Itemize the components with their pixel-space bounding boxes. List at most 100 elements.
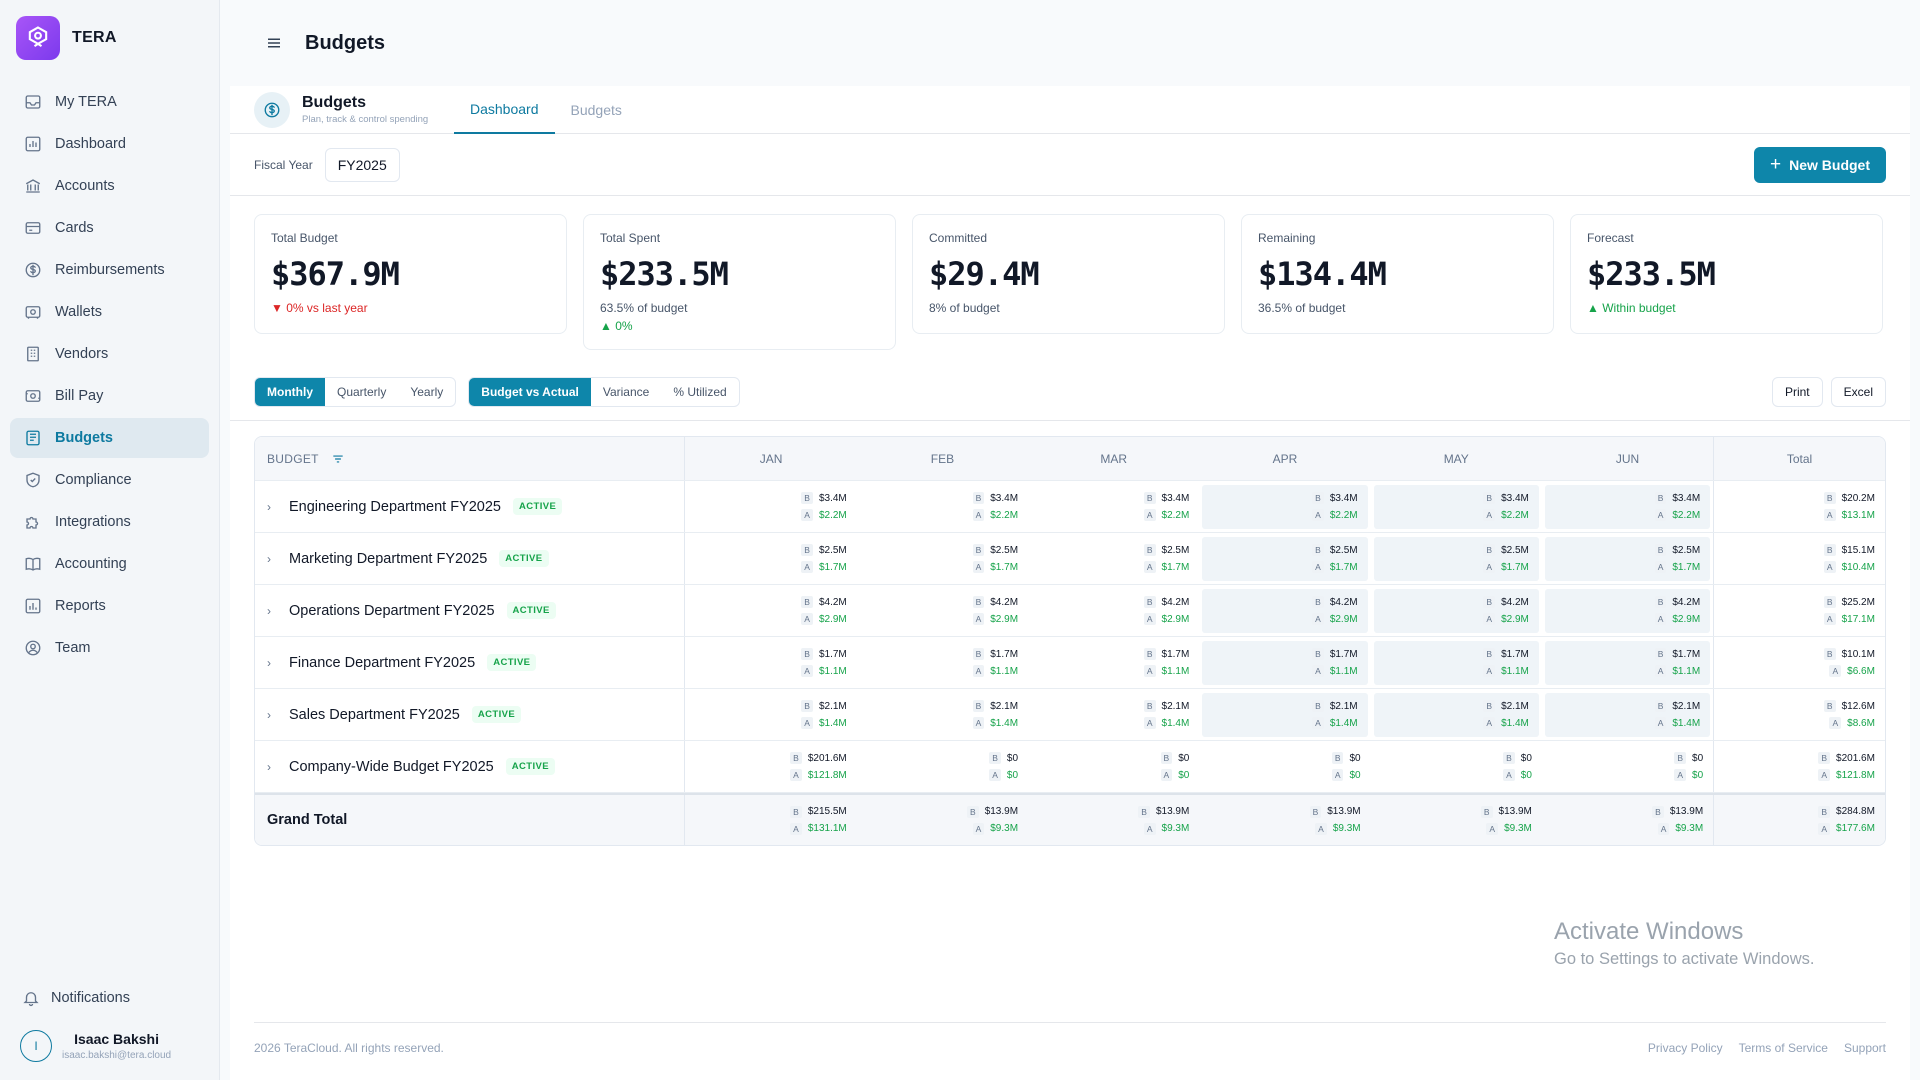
period-yearly[interactable]: Yearly <box>410 385 444 399</box>
inbox-icon <box>25 95 41 109</box>
budget-name: Engineering Department FY2025 <box>289 498 501 515</box>
support-link[interactable]: Support <box>1843 1040 1886 1055</box>
sidebar-item-reports[interactable]: Reports <box>10 586 209 626</box>
budget-value: $13.9M <box>1327 806 1361 817</box>
sidebar-item-wallets[interactable]: Wallets <box>10 292 209 332</box>
sidebar-item-reimbursements[interactable]: Reimbursements <box>10 250 209 290</box>
user-circle-icon <box>25 640 41 656</box>
sidebar-item-my-tera[interactable]: My TERA <box>10 82 209 122</box>
print-button[interactable]: Print <box>1771 377 1823 407</box>
budget-value-line: B $2.5M <box>1654 544 1700 556</box>
table-row[interactable]: › Finance Department FY2025 ACTIVE B $1.7M A $… <box>255 637 1885 689</box>
sidebar-item-compliance[interactable]: Compliance <box>10 460 209 500</box>
actual-value-line: A $0 <box>989 769 1018 781</box>
actual-value: $9.3M <box>1161 823 1190 834</box>
table-row[interactable]: › Sales Department FY2025 ACTIVE B $2.1M A $1.… <box>255 689 1885 741</box>
menu-icon[interactable] <box>265 34 283 52</box>
chevron-right-icon[interactable]: › <box>267 499 271 514</box>
cell-values: B $0 A $0 <box>857 741 1028 792</box>
chevron-right-icon[interactable]: › <box>267 707 271 722</box>
chevron-right-icon[interactable]: › <box>267 603 271 618</box>
sidebar-item-team[interactable]: Team <box>10 628 209 668</box>
budget-tag: B <box>1480 805 1493 818</box>
sidebar-item-label: Integrations <box>55 514 131 530</box>
privacy-policy-link[interactable]: Privacy Policy <box>1647 1040 1723 1055</box>
actual-value-line: A $2.2M <box>1143 509 1189 521</box>
actual-value: $2.2M <box>1329 509 1358 521</box>
chevron-right-icon[interactable]: › <box>267 759 271 774</box>
sidebar-item-bill-pay[interactable]: Bill Pay <box>10 376 209 416</box>
brand[interactable]: TERA <box>0 0 219 76</box>
actual-value: $1.1M <box>1161 665 1190 677</box>
actual-value-line: A $1.1M <box>972 665 1018 677</box>
budget-value-line: B $4.2M <box>972 596 1018 608</box>
cell-values: B $3.4M A $2.2M <box>685 481 856 532</box>
budget-column-header[interactable]: BUDGET <box>255 437 686 480</box>
avatar: I <box>20 1030 52 1062</box>
cell-values: B $2.1M A $1.4M <box>1373 692 1539 737</box>
fiscal-year-select[interactable]: FY2025 <box>324 147 400 182</box>
period-monthly[interactable]: Monthly <box>255 378 325 406</box>
actual-value-line: A $9.3M <box>1143 822 1190 835</box>
budget-value-line: B $13.9M <box>1138 805 1189 818</box>
actual-value: $2.9M <box>818 613 847 625</box>
sidebar-item-accounts[interactable]: Accounts <box>10 166 209 206</box>
budget-name-cell: › Operations Department FY2025 ACTIVE <box>255 585 686 636</box>
actual-tag: A <box>972 561 985 573</box>
dollar-circle-icon <box>25 262 41 278</box>
actual-value: $2.9M <box>1161 613 1190 625</box>
budget-name: Finance Department FY2025 <box>289 654 476 671</box>
budget-cell: B $4.2M A $2.9M <box>1199 585 1370 636</box>
budget-value: $0 <box>1349 752 1361 764</box>
sidebar-item-label: Team <box>55 640 91 656</box>
table-row[interactable]: › Operations Department FY2025 ACTIVE B $4.2… <box>255 585 1885 637</box>
cell-values: B $4.2M A $2.9M <box>1373 588 1539 633</box>
view-budget-vs-actual[interactable]: Budget vs Actual <box>469 378 591 406</box>
view-utilized[interactable]: % Utilized <box>673 385 727 399</box>
period-quarterly[interactable]: Quarterly <box>337 385 387 399</box>
card-value: $233.5M <box>600 255 729 293</box>
notifications-button[interactable]: Notifications <box>0 980 220 1016</box>
budget-tag: B <box>1483 596 1496 608</box>
sidebar-item-label: Reports <box>55 598 106 614</box>
budget-cell: B $1.7M A $1.1M <box>1371 637 1542 688</box>
sidebar-item-cards[interactable]: Cards <box>10 208 209 248</box>
budget-cell: B $2.1M A $1.4M <box>1371 689 1542 740</box>
table-row[interactable]: › Marketing Department FY2025 ACTIVE B $2.5M… <box>255 533 1885 585</box>
table-row[interactable]: › Engineering Department FY2025 ACTIVE B $3.… <box>255 481 1885 533</box>
view-variance[interactable]: Variance <box>602 385 650 399</box>
actual-value: $2.9M <box>990 613 1019 625</box>
actual-value: $0 <box>1692 769 1704 781</box>
cell-values: B $2.5M A $1.7M <box>857 533 1028 584</box>
chevron-right-icon[interactable]: › <box>267 655 271 670</box>
new-budget-button[interactable]: + New Budget <box>1754 146 1886 183</box>
sidebar-item-vendors[interactable]: Vendors <box>10 334 209 374</box>
sidebar-item-integrations[interactable]: Integrations <box>10 502 209 542</box>
budget-tag: B <box>1654 700 1667 712</box>
budget-cell: B $4.2M A $2.9M <box>857 585 1028 636</box>
tab-dashboard[interactable]: Dashboard <box>454 86 555 134</box>
budget-value-line: B $1.7M <box>1312 648 1358 660</box>
actual-tag: A <box>1143 665 1156 677</box>
actual-value: $121.8M <box>1836 769 1875 781</box>
tab-budgets[interactable]: Budgets <box>570 101 622 118</box>
sidebar-item-dashboard[interactable]: Dashboard <box>10 124 209 164</box>
budget-value: $25.2M <box>1841 596 1875 608</box>
budget-cell: B $201.6M A $121.8M <box>685 741 856 792</box>
user-profile[interactable]: I Isaac Bakshi isaac.bakshi@tera.cloud <box>0 1030 220 1080</box>
cell-values: B $2.5M A $1.7M <box>1373 536 1539 581</box>
budget-tag: B <box>967 805 979 818</box>
actual-tag: A <box>972 509 985 521</box>
cell-values: B $3.4M A $2.2M <box>1544 484 1711 529</box>
sidebar-item-accounting[interactable]: Accounting <box>10 544 209 584</box>
terms-of-service-link[interactable]: Terms of Service <box>1738 1040 1828 1055</box>
budget-value-line: B $1.7M <box>1654 648 1700 660</box>
filter-lines-icon[interactable] <box>331 452 345 466</box>
sidebar-item-budgets[interactable]: Budgets <box>10 418 209 458</box>
plus-icon: + <box>1770 153 1782 175</box>
actual-value: $8.6M <box>1847 717 1875 729</box>
table-row[interactable]: › Company-Wide Budget FY2025 ACTIVE B $201.6… <box>255 741 1885 793</box>
chevron-right-icon[interactable]: › <box>267 551 271 566</box>
actual-value-line: A $1.7M <box>972 561 1018 573</box>
excel-button[interactable]: Excel <box>1830 377 1886 407</box>
